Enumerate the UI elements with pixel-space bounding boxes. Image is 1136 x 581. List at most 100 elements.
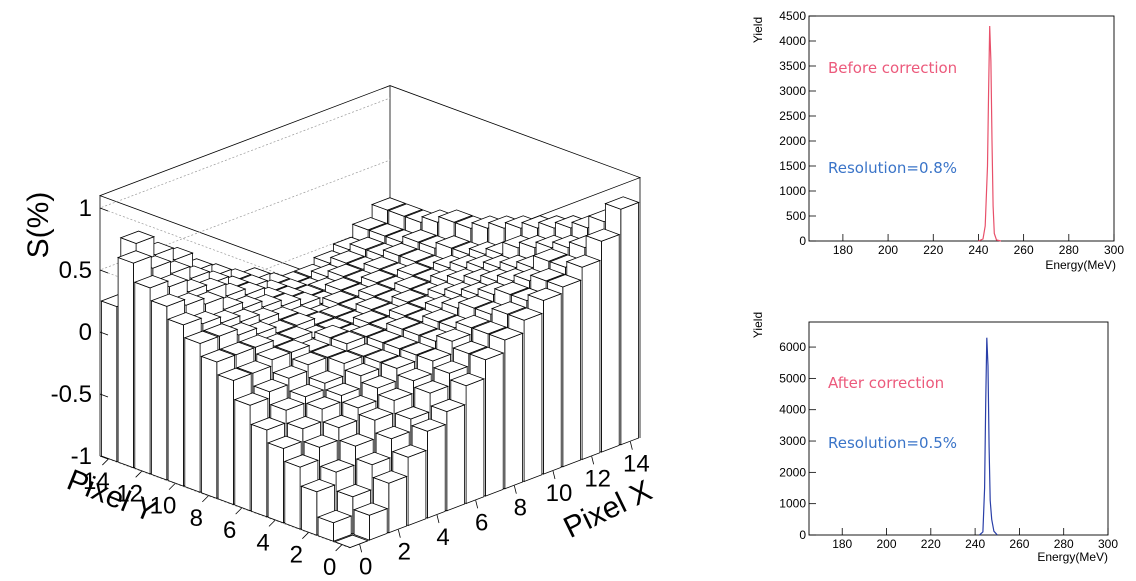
lego-bar — [316, 509, 353, 542]
bar-face — [401, 229, 438, 243]
y-tick — [268, 520, 276, 527]
x-tick — [629, 441, 633, 450]
y-tick-label: 4000 — [779, 34, 806, 48]
bar-face — [324, 277, 360, 291]
y-tick-label: 10 — [150, 493, 177, 520]
bar-face — [581, 259, 601, 461]
x-tick-label: 2 — [398, 539, 411, 566]
y-tick — [235, 507, 242, 515]
bar-face — [584, 228, 621, 242]
bar-face — [368, 223, 404, 237]
bar-face — [288, 383, 325, 398]
x-tick-label: 4 — [436, 524, 449, 551]
bar-face — [300, 485, 318, 536]
y-tick-label: 8 — [190, 505, 203, 532]
x-tick-label: 8 — [514, 495, 527, 522]
bar-face — [468, 346, 505, 361]
bar-face — [319, 459, 356, 473]
y-axis-label: Pixel Y — [62, 464, 160, 529]
y-tick-label: 1000 — [779, 184, 806, 198]
y-tick-label: 3000 — [779, 84, 806, 98]
x-tick — [359, 544, 363, 553]
y-tick-label: 6000 — [779, 340, 806, 354]
bar-face — [357, 283, 394, 297]
y-tick — [302, 532, 309, 539]
bar-face — [410, 418, 447, 432]
bar-face — [372, 470, 408, 484]
x-tick-label: 280 — [1059, 243, 1079, 257]
before-resolution: Resolution=0.8% — [828, 159, 957, 177]
x-tick — [475, 500, 479, 509]
x-tick-label: 280 — [1054, 537, 1074, 551]
bar-face — [302, 434, 339, 448]
plot-box — [808, 321, 1109, 536]
bar-face — [324, 382, 361, 396]
z-tick-label: 1 — [79, 195, 92, 222]
z-tick-label: -1 — [71, 443, 92, 470]
bar-face — [435, 328, 472, 342]
after-annotation: After correction — [828, 374, 944, 392]
y-tick-label: 3000 — [779, 434, 806, 448]
y-tick — [102, 458, 109, 466]
top-plot-frame: 0 500 1000 1500 2000 2500 3000 3500 4000 4500 180 2… — [779, 9, 1124, 257]
bar-face — [330, 330, 366, 345]
bar-face — [416, 348, 452, 362]
y-tick-label: 0 — [799, 234, 806, 248]
bar-face — [318, 304, 355, 318]
bar-face — [370, 197, 407, 211]
x-tick-label: 180 — [832, 537, 852, 551]
x-tick — [513, 485, 517, 494]
top-x-axis-label: Energy(MeV) — [1045, 258, 1116, 272]
bar-face — [300, 478, 336, 493]
y-tick — [168, 483, 176, 490]
bar-face — [184, 337, 201, 493]
before-series-line — [978, 25, 1002, 242]
y-tick-label: 2 — [290, 542, 303, 569]
bar-face — [620, 201, 639, 446]
bar-face — [366, 329, 402, 344]
x-tick-label: 10 — [546, 480, 573, 507]
x-tick-label: 14 — [623, 451, 650, 478]
bar-face — [274, 339, 311, 353]
bar-face — [396, 262, 432, 276]
bar-face — [349, 323, 386, 337]
bar-face — [322, 414, 358, 429]
x-tick-label: 260 — [1014, 243, 1034, 257]
bar-face — [523, 312, 543, 483]
bar-face — [313, 324, 350, 339]
y-tick-label: 500 — [786, 209, 806, 223]
bar-face — [346, 343, 383, 357]
bar-face — [250, 423, 268, 518]
x-tick-label: 12 — [584, 465, 611, 492]
bar-face — [310, 344, 347, 358]
bar-face — [183, 330, 220, 344]
x-tick-label: 220 — [923, 243, 943, 257]
bar-face — [363, 349, 400, 363]
bar-face — [336, 483, 372, 498]
bar-face — [252, 378, 289, 393]
bar-face — [507, 307, 544, 321]
y-tick-label: 12 — [116, 480, 143, 507]
bottom-x-axis-label: Energy(MeV) — [1037, 550, 1108, 564]
bar-face — [407, 449, 427, 527]
z-tick — [99, 455, 109, 460]
lego-bars — [100, 196, 640, 548]
bar-face — [150, 300, 168, 481]
bar-face — [280, 312, 316, 326]
bar-face — [434, 235, 471, 249]
bar-face — [432, 360, 469, 374]
bar-face — [284, 460, 301, 530]
z-tick — [99, 331, 109, 336]
bar-face — [546, 274, 582, 288]
top-box-edge — [98, 85, 642, 288]
bar-face — [291, 351, 328, 366]
bar-face — [338, 433, 375, 447]
bar-face — [449, 372, 486, 387]
bar-face — [374, 425, 411, 440]
bar-face — [166, 312, 203, 326]
x-tick — [436, 514, 440, 524]
bar-face — [326, 263, 363, 277]
top-y-axis-label: Yield — [751, 17, 765, 43]
bar-face — [387, 203, 424, 217]
